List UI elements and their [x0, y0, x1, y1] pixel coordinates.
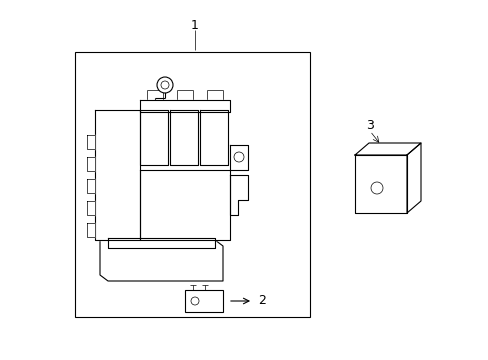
Polygon shape: [229, 175, 247, 215]
Polygon shape: [140, 170, 229, 240]
Circle shape: [161, 81, 169, 89]
Polygon shape: [170, 110, 198, 165]
Polygon shape: [87, 201, 95, 215]
Polygon shape: [140, 100, 229, 112]
Polygon shape: [406, 143, 420, 213]
Polygon shape: [87, 157, 95, 171]
Polygon shape: [87, 223, 95, 237]
Polygon shape: [87, 135, 95, 149]
Polygon shape: [229, 145, 247, 170]
Polygon shape: [108, 238, 215, 248]
Polygon shape: [87, 179, 95, 193]
Polygon shape: [95, 110, 140, 240]
Circle shape: [157, 77, 173, 93]
Circle shape: [370, 182, 382, 194]
Polygon shape: [354, 155, 406, 213]
Bar: [75, 52, 309, 317]
Polygon shape: [140, 110, 168, 165]
Circle shape: [191, 297, 199, 305]
Text: 1: 1: [191, 18, 199, 32]
Polygon shape: [200, 110, 227, 165]
Bar: [184, 290, 223, 312]
Text: 3: 3: [366, 118, 373, 131]
Text: 2: 2: [258, 294, 265, 307]
Polygon shape: [354, 143, 420, 155]
Polygon shape: [100, 240, 223, 281]
Circle shape: [234, 152, 244, 162]
